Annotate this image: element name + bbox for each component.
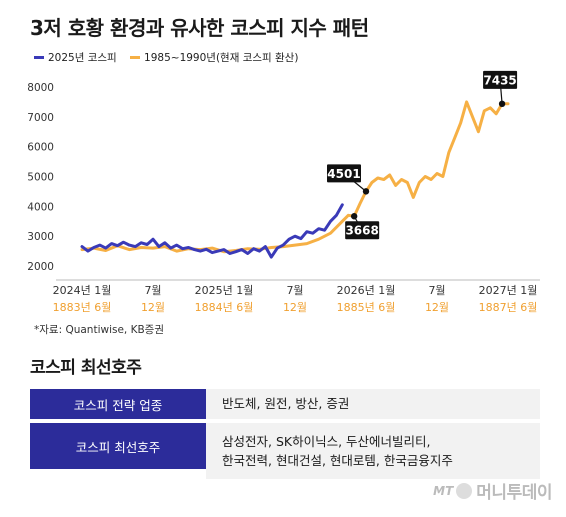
legend-label-1985: 1985~1990년(현재 코스피 환산) bbox=[144, 52, 299, 64]
y-tick-label-7000: 7000 bbox=[27, 112, 54, 124]
logo-name: 머니투데이 bbox=[476, 483, 552, 503]
x-tick-label-top-6: 2027년 1월 bbox=[479, 284, 538, 297]
table-row-sectors: 코스피 전략 업종 반도체, 원전, 방산, 증권 bbox=[30, 389, 540, 419]
y-tick-label-3000: 3000 bbox=[27, 231, 54, 243]
row-value-sectors: 반도체, 원전, 방산, 증권 bbox=[206, 389, 540, 419]
y-tick-label-2000: 2000 bbox=[27, 261, 54, 273]
x-tick-label-top-5: 7월 bbox=[428, 284, 445, 297]
annotation-box-0 bbox=[327, 164, 361, 183]
x-tick-label-top-2: 2025년 1월 bbox=[195, 284, 254, 297]
row-label-stocks: 코스피 최선호주 bbox=[30, 423, 206, 469]
legend-label-2025: 2025년 코스피 bbox=[48, 52, 117, 64]
page-title: 3저 호황 환경과 유사한 코스피 지수 패턴 bbox=[30, 16, 369, 40]
x-tick-label-top-3: 7월 bbox=[286, 284, 303, 297]
top-picks-table: 코스피 전략 업종 반도체, 원전, 방산, 증권 코스피 최선호주 삼성전자,… bbox=[30, 389, 540, 483]
row-value-stocks: 삼성전자, SK하이닉스, 두산에너빌리티, 한국전력, 현대건설, 현대로템,… bbox=[206, 423, 540, 479]
logo-mark-text: MT bbox=[433, 483, 454, 498]
y-tick-label-6000: 6000 bbox=[27, 142, 54, 154]
row-label-sectors: 코스피 전략 업종 bbox=[30, 389, 206, 419]
annotation-label-2: 7435 bbox=[483, 73, 516, 87]
y-tick-label-8000: 8000 bbox=[27, 82, 54, 94]
table-row-stocks: 코스피 최선호주 삼성전자, SK하이닉스, 두산에너빌리티, 한국전력, 현대… bbox=[30, 423, 540, 479]
kospi-line-chart: 2000 3000 4000 5000 6000 7000 8000 2024년 1월 1883… bbox=[27, 70, 540, 314]
x-tick-label-bottom-6: 1887년 6월 bbox=[479, 301, 538, 314]
legend-swatch-orange bbox=[130, 56, 141, 59]
annotation-label-0: 4501 bbox=[327, 167, 360, 181]
series-line-1 bbox=[80, 100, 510, 254]
x-tick-label-bottom-4: 1885년 6월 bbox=[337, 301, 396, 314]
publisher-logo: MT 머니투데이 bbox=[433, 478, 552, 503]
x-tick-label-top-4: 2026년 1월 bbox=[337, 284, 396, 297]
source-note: *자료: Quantiwise, KB증권 bbox=[34, 324, 165, 336]
annotation-dot-2 bbox=[498, 100, 506, 108]
x-tick-label-bottom-2: 1884년 6월 bbox=[195, 301, 254, 314]
y-tick-label-5000: 5000 bbox=[27, 171, 54, 183]
x-tick-label-bottom-0: 1883년 6월 bbox=[53, 301, 112, 314]
annotation-box-1 bbox=[345, 221, 380, 240]
x-tick-label-bottom-5: 12월 bbox=[425, 301, 449, 314]
series-line-0 bbox=[80, 203, 344, 259]
x-tick-label-top-0: 2024년 1월 bbox=[53, 284, 112, 297]
annotation-dot-0 bbox=[362, 188, 370, 195]
annotation-box-2 bbox=[483, 70, 518, 89]
legend-swatch-blue bbox=[34, 56, 44, 59]
y-tick-label-4000: 4000 bbox=[27, 201, 54, 213]
annotation-label-1: 3668 bbox=[345, 224, 378, 238]
chart-legend: 2025년 코스피 1985~1990년(현재 코스피 환산) bbox=[34, 50, 308, 65]
x-tick-label-top-1: 7월 bbox=[144, 284, 161, 297]
section-title: 코스피 최선호주 bbox=[30, 358, 142, 378]
legend-item-1985: 1985~1990년(현재 코스피 환산) bbox=[130, 50, 298, 65]
annotation-dot-1 bbox=[350, 213, 358, 220]
x-tick-label-bottom-1: 12월 bbox=[141, 301, 165, 314]
legend-item-2025: 2025년 코스피 bbox=[34, 50, 117, 65]
logo-circle-icon bbox=[456, 482, 473, 499]
x-tick-label-bottom-3: 12월 bbox=[283, 301, 307, 314]
